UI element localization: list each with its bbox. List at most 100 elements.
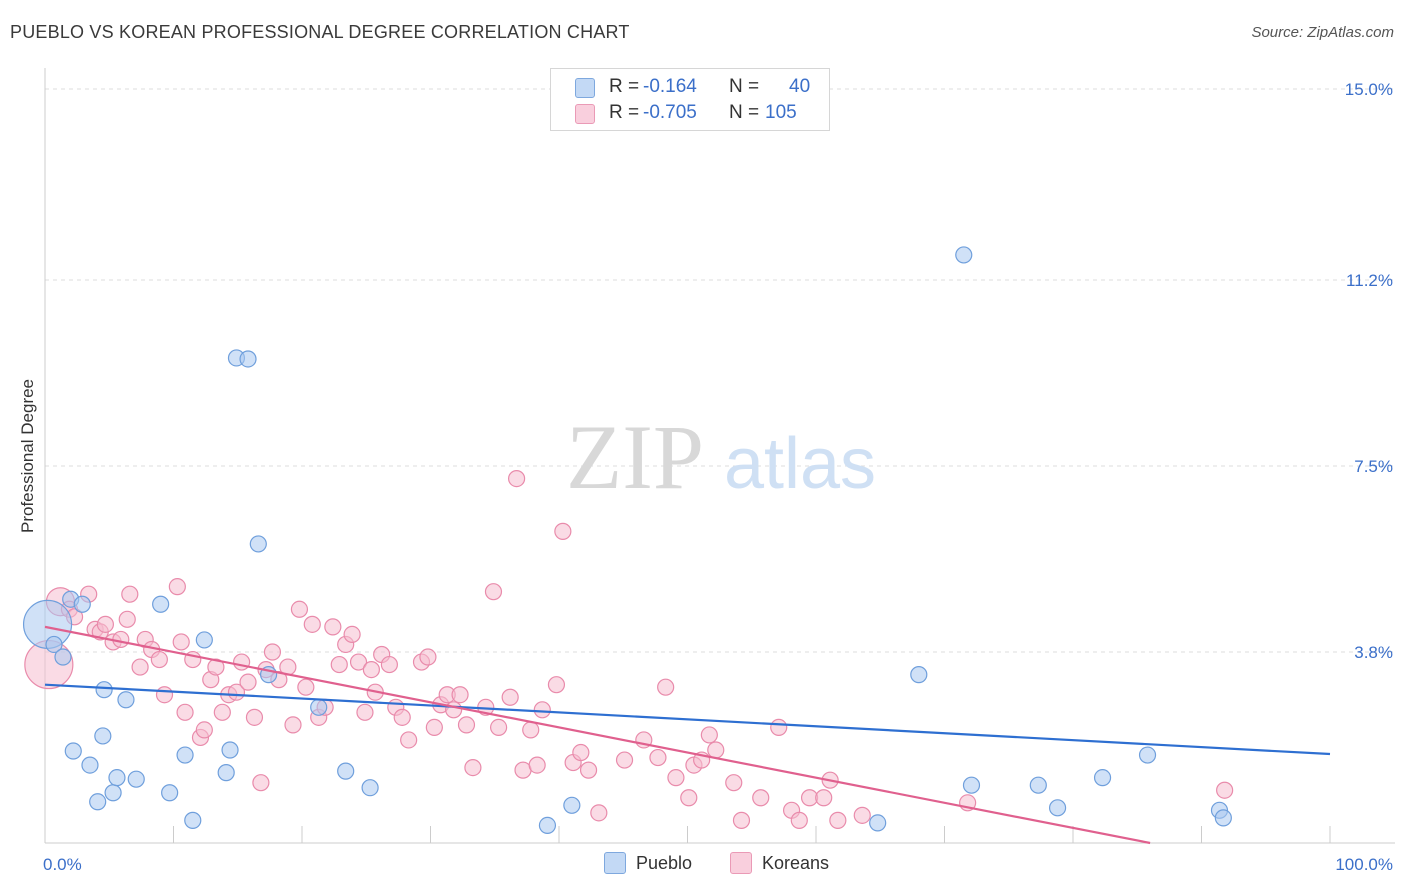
pueblo-trend-line — [44, 683, 1331, 756]
n-value: 40 — [789, 76, 811, 97]
koreans-point — [815, 789, 833, 807]
pueblo-point — [955, 246, 973, 264]
n-label: N = — [729, 102, 760, 123]
n-label: N = — [729, 76, 760, 97]
koreans-legend-swatch — [730, 852, 752, 874]
legend-label-koreans: Koreans — [762, 852, 830, 873]
koreans-point — [707, 741, 725, 759]
koreans-point — [121, 585, 139, 603]
legend-item-koreans: Koreans — [730, 852, 829, 874]
koreans-point — [400, 731, 418, 749]
koreans-point — [356, 703, 374, 721]
pueblo-point — [184, 811, 202, 829]
pueblo-point — [249, 535, 267, 553]
koreans-point — [464, 759, 482, 777]
koreans-point — [667, 769, 685, 787]
watermark-zip: ZIP — [566, 406, 704, 508]
koreans-point — [829, 811, 847, 829]
pueblo-point — [1048, 799, 1067, 817]
koreans-point — [649, 748, 667, 767]
koreans-point — [425, 718, 443, 736]
pueblo-point — [1214, 809, 1232, 827]
series-legend: Pueblo Koreans — [0, 852, 1406, 878]
legend-item-pueblo: Pueblo — [604, 852, 692, 874]
n-value: 105 — [765, 102, 797, 123]
koreans-point — [213, 703, 231, 721]
koreans-point — [419, 648, 437, 666]
pueblo-point — [54, 648, 72, 666]
pueblo-point — [1138, 746, 1157, 764]
pueblo-point — [1029, 776, 1047, 794]
pueblo-legend-swatch — [604, 852, 626, 874]
koreans-point — [290, 600, 309, 618]
koreans-point — [349, 653, 368, 671]
tick-labels: 3.8% 7.5% 11.2% 15.0% 0.0% 100.0% — [43, 80, 1393, 874]
koreans-point — [207, 658, 225, 676]
pueblo-point — [361, 779, 379, 797]
chart-title: PUEBLO VS KOREAN PROFESSIONAL DEGREE COR… — [10, 22, 630, 42]
x-tick-label: 0.0% — [43, 855, 82, 874]
watermark: ZIP atlas — [566, 406, 876, 508]
pueblo-point — [127, 770, 145, 788]
pueblo-point — [94, 727, 112, 745]
r-value: -0.164 — [643, 76, 697, 97]
koreans-point — [195, 721, 213, 739]
koreans-point — [393, 708, 411, 726]
watermark-atlas: atlas — [724, 424, 876, 504]
r-label: R = — [609, 76, 640, 97]
pueblo-point — [161, 784, 179, 802]
koreans-point — [112, 630, 130, 649]
koreans-point — [725, 774, 743, 792]
koreans-point — [522, 721, 540, 739]
pueblo-swatch — [575, 78, 595, 98]
koreans-point — [445, 701, 463, 719]
pueblo-point — [563, 796, 581, 814]
koreans-point — [770, 718, 788, 736]
koreans-point — [176, 703, 194, 721]
koreans-point — [484, 583, 503, 601]
pueblo-point — [962, 776, 981, 794]
koreans-point — [700, 726, 718, 744]
y-tick-label: 7.5% — [1354, 457, 1393, 476]
koreans-point — [680, 789, 698, 807]
pueblo-point — [910, 666, 928, 684]
pueblo-point — [1093, 769, 1112, 787]
pueblo-point — [152, 595, 170, 613]
pueblo-point — [117, 691, 135, 709]
koreans-point — [252, 774, 270, 792]
koreans-point — [380, 655, 398, 674]
koreans-point — [131, 658, 149, 676]
koreans-trend-line — [44, 625, 1151, 845]
pueblo-point — [104, 784, 122, 802]
pueblo-point — [108, 769, 126, 787]
koreans-point — [490, 718, 508, 736]
pueblo-point — [337, 762, 355, 780]
pueblo-point — [221, 741, 239, 759]
koreans-swatch — [575, 104, 595, 124]
koreans-point — [507, 469, 526, 488]
koreans-point — [572, 743, 590, 762]
koreans-point — [330, 655, 348, 674]
koreans-point — [303, 615, 321, 633]
koreans-point — [239, 673, 257, 691]
pueblo-point — [176, 746, 194, 764]
y-tick-label: 15.0% — [1345, 80, 1393, 99]
series-pueblo — [22, 246, 1232, 835]
gridlines — [45, 88, 1395, 653]
pueblo-point — [195, 631, 213, 649]
pueblo-point — [81, 756, 99, 774]
pueblo-point — [73, 595, 91, 613]
koreans-point — [1216, 781, 1234, 799]
koreans-point — [554, 522, 572, 540]
koreans-point — [547, 676, 566, 694]
y-tick-label: 3.8% — [1354, 643, 1393, 662]
source-label: Source: ZipAtlas.com — [1251, 24, 1394, 41]
koreans-point — [245, 708, 264, 726]
koreans-point — [284, 716, 302, 734]
koreans-point — [343, 625, 361, 644]
koreans-point — [457, 716, 476, 734]
pueblo-point — [89, 793, 107, 811]
r-value: -0.705 — [643, 102, 697, 123]
koreans-point — [451, 686, 469, 704]
